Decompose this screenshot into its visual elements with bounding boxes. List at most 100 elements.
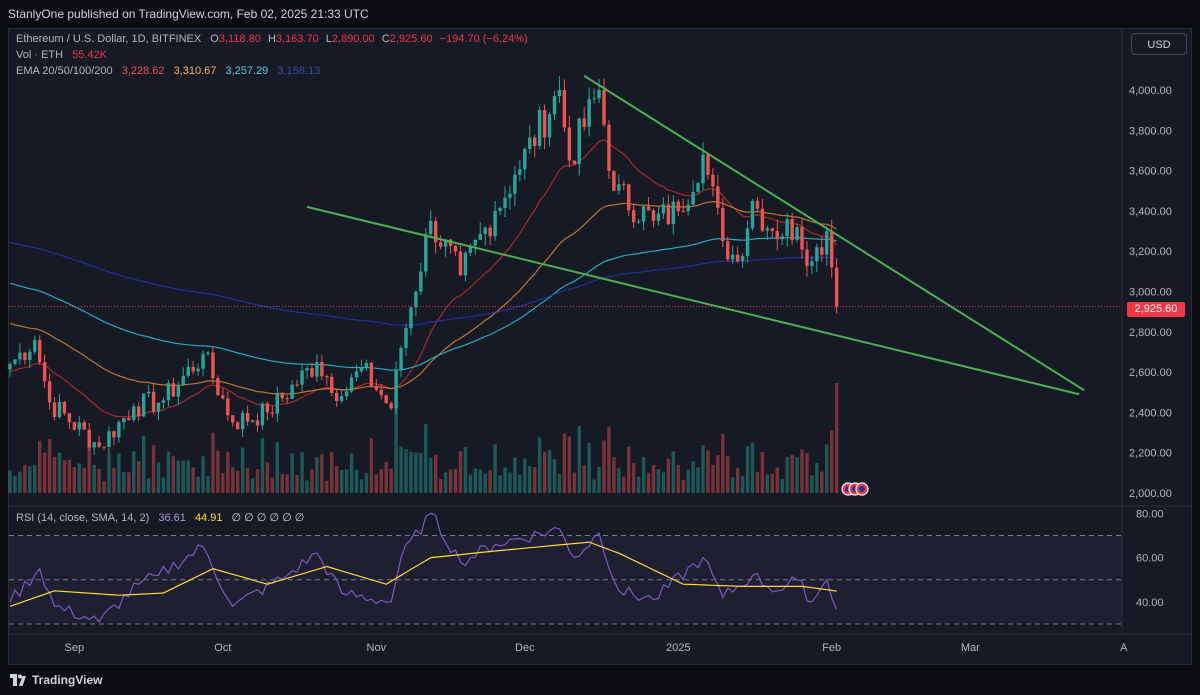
price-axis-tick-label: 3,400.00 bbox=[1129, 206, 1172, 218]
candle-body bbox=[201, 353, 205, 369]
volume-bar bbox=[429, 457, 433, 493]
candle-body bbox=[33, 339, 37, 352]
ema100-value: 3,257.29 bbox=[225, 65, 269, 77]
candle-body bbox=[315, 362, 319, 377]
volume-bar bbox=[562, 433, 567, 493]
candle-body bbox=[780, 236, 784, 240]
candle-body bbox=[216, 378, 220, 396]
volume-bar bbox=[419, 453, 423, 493]
volume-bar bbox=[577, 426, 581, 493]
ema-legend: EMA 20/50/100/200 3,228.62 3,310.67 3,25… bbox=[16, 65, 320, 77]
candle-body bbox=[127, 418, 131, 420]
volume-bar bbox=[656, 469, 661, 493]
candle-body bbox=[399, 347, 403, 370]
volume-bar bbox=[354, 469, 359, 493]
candle-body bbox=[622, 184, 626, 186]
candle-body bbox=[790, 218, 794, 240]
candle-body bbox=[176, 385, 180, 397]
candle-body bbox=[354, 371, 359, 378]
candle-body bbox=[636, 221, 641, 223]
volume-bar bbox=[171, 456, 176, 493]
volume-bar bbox=[231, 467, 235, 493]
close-label: C bbox=[381, 33, 390, 45]
volume-bar bbox=[310, 469, 314, 493]
volume-bar bbox=[87, 446, 91, 493]
rsi-legend: RSI (14, close, SMA, 14, 2) 36.61 44.91 … bbox=[16, 511, 304, 524]
volume-bar bbox=[117, 453, 121, 493]
volume-bar bbox=[176, 460, 180, 493]
price-axis-tick-label: 2,400.00 bbox=[1129, 407, 1172, 419]
volume-bar bbox=[201, 456, 205, 493]
candle-body bbox=[612, 171, 616, 191]
candle-body bbox=[488, 227, 492, 237]
candle-body bbox=[137, 406, 141, 417]
price-axis-tick-label: 3,200.00 bbox=[1129, 246, 1172, 258]
rsi-line bbox=[9, 512, 838, 623]
candle-body bbox=[280, 392, 284, 399]
candle-body bbox=[255, 420, 260, 426]
rsi-ma-value: 44.91 bbox=[194, 512, 223, 524]
currency-button[interactable]: USD bbox=[1131, 33, 1187, 55]
candle-body bbox=[285, 398, 289, 400]
candle-body bbox=[463, 252, 468, 276]
volume-bar bbox=[92, 464, 96, 493]
symbol-name: Ethereum / U.S. Dollar, 1D, BITFINEX bbox=[16, 33, 202, 45]
candle-body bbox=[646, 206, 651, 211]
volume-bar bbox=[42, 452, 47, 493]
candle-body bbox=[191, 366, 195, 372]
candle-body bbox=[171, 383, 176, 397]
candle-body bbox=[582, 118, 586, 127]
volume-bar bbox=[483, 473, 487, 493]
volume-bar bbox=[617, 468, 621, 493]
volume-bar bbox=[735, 467, 740, 493]
volume-bar bbox=[18, 471, 22, 493]
volume-bar bbox=[122, 471, 126, 493]
volume-bar bbox=[488, 470, 492, 493]
candle-body bbox=[711, 174, 715, 187]
candle-body bbox=[161, 400, 166, 403]
candle-body bbox=[156, 402, 161, 412]
publish-line: StanlyOne published on TradingView.com, … bbox=[8, 7, 369, 21]
candle-body bbox=[275, 392, 279, 414]
volume-bar bbox=[750, 442, 755, 493]
high-label: H bbox=[267, 33, 276, 45]
volume-bar bbox=[726, 456, 730, 493]
volume-bar bbox=[458, 451, 463, 493]
volume-bar bbox=[335, 465, 339, 493]
volume-bar bbox=[250, 478, 255, 493]
candle-body bbox=[151, 391, 156, 412]
candle-body bbox=[458, 251, 463, 276]
candle-body bbox=[300, 370, 304, 385]
volume-bar bbox=[820, 471, 824, 493]
candle-body bbox=[503, 197, 507, 208]
volume-bar bbox=[97, 468, 101, 493]
volume-bar bbox=[636, 476, 641, 493]
ema-label: EMA 20/50/100/200 bbox=[16, 65, 113, 77]
volume-bar bbox=[463, 447, 468, 493]
time-axis-tick-label: Dec bbox=[515, 642, 535, 654]
volume-bar bbox=[721, 433, 725, 493]
volume-bar bbox=[280, 473, 284, 493]
volume-bar bbox=[755, 471, 760, 493]
volume-bar bbox=[38, 440, 42, 493]
candle-body bbox=[141, 393, 146, 417]
candle-body bbox=[676, 201, 680, 211]
candle-body bbox=[47, 381, 52, 403]
candle-body bbox=[23, 352, 27, 361]
candle-body bbox=[335, 393, 339, 401]
volume-bar bbox=[339, 469, 344, 493]
candle-body bbox=[97, 442, 101, 447]
candle-body bbox=[270, 412, 275, 414]
volume-bar bbox=[359, 479, 364, 493]
volume-bar bbox=[349, 453, 354, 493]
volume-bar bbox=[255, 469, 260, 493]
volume-bar bbox=[810, 475, 814, 493]
candle-body bbox=[592, 98, 596, 100]
tradingview-logo-icon bbox=[10, 674, 26, 686]
volume-bar bbox=[622, 476, 626, 493]
rsi-label: RSI (14, close, SMA, 14, 2) bbox=[16, 512, 150, 524]
ema50-line bbox=[9, 200, 837, 395]
candle-body bbox=[13, 359, 17, 365]
candle-body bbox=[834, 267, 839, 307]
